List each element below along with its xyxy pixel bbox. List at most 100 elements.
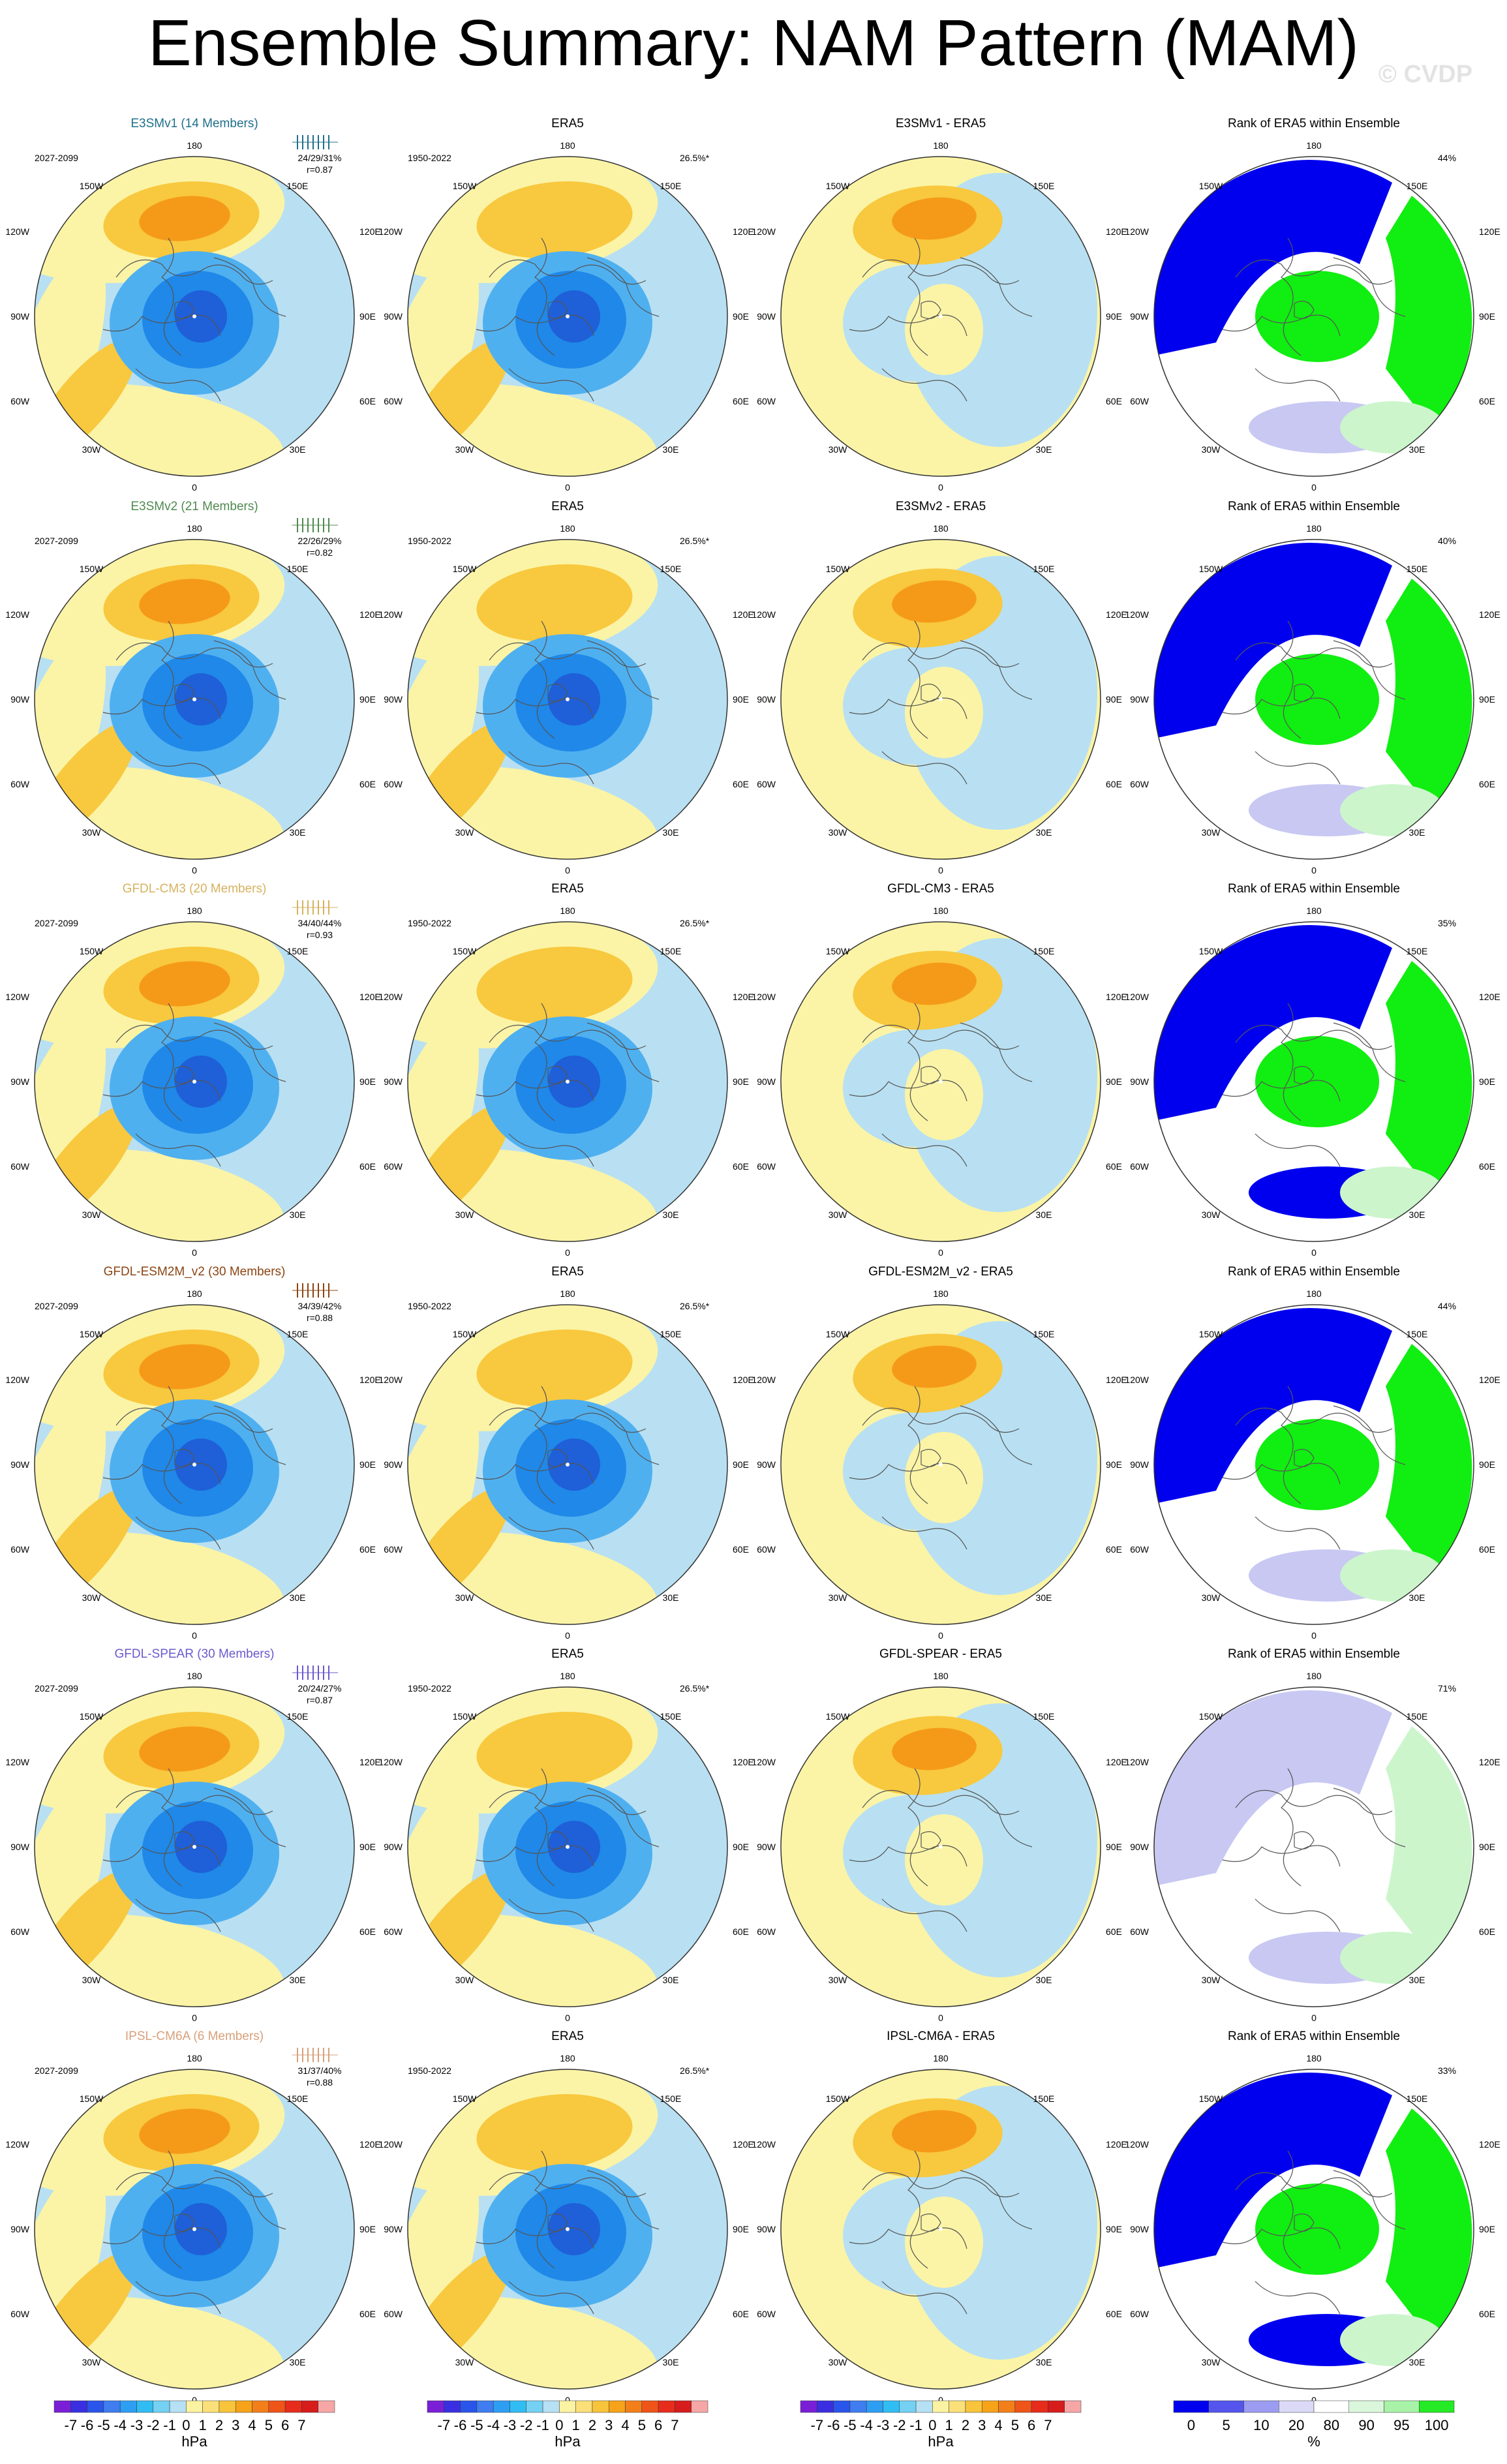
longitude-label: 0 [565, 482, 570, 493]
longitude-label: 30E [290, 1975, 306, 1985]
coastline [586, 640, 660, 700]
coastline [1333, 640, 1406, 700]
coastline [115, 2172, 273, 2198]
rank-field [1154, 2069, 1474, 2389]
map-border [1153, 1686, 1474, 2007]
longitude-label: 30W [455, 1209, 475, 1220]
colorbar-swatch [1384, 2400, 1420, 2413]
coastline [881, 1133, 967, 1167]
colorbar-swatch [1279, 2400, 1315, 2413]
colorbar-swatch [817, 2400, 834, 2413]
colorbar-swatch [542, 2400, 560, 2413]
longitude-label: 180 [187, 2053, 202, 2063]
longitude-label: 120E [1479, 226, 1500, 237]
longitude-label: 30E [1036, 1592, 1052, 1603]
colorbar-swatch [833, 2400, 851, 2413]
diff-colorbar: -7 -6 -5 -4 -3 -2 -1 0 1 2 3 4 5 6 7 hPa [800, 2400, 1082, 2450]
rank-panel: Rank of ERA5 within Ensemble 33% 180 150W 15… [1125, 2030, 1500, 2405]
coastline [161, 1386, 182, 1504]
positive-anomaly [512, 2108, 603, 2154]
colorbar-swatch [526, 2400, 543, 2413]
longitude-label: 90E [359, 1459, 376, 1470]
longitude-label: 180 [187, 1288, 202, 1299]
longitude-label: 150E [287, 564, 309, 574]
longitude-label: 30W [455, 827, 475, 838]
colorbar-swatch [883, 2400, 900, 2413]
rank-field [1154, 1305, 1474, 1624]
obs-title: ERA5 [551, 1647, 584, 1661]
coastline [1333, 1405, 1406, 1465]
longitude-label: 30E [1409, 1975, 1425, 1985]
difference-panel: GFDL-SPEAR - ERA5 180 150W 150E 120W 120E 90W 9… [752, 1647, 1127, 2023]
coastline [1255, 2281, 1341, 2315]
longitude-label: 120W [5, 992, 29, 1002]
colorbar-tick-label: -7 [65, 2417, 78, 2433]
map-border [780, 539, 1101, 860]
longitude-label: 90E [733, 1842, 749, 1852]
coastline [102, 314, 221, 337]
negative-anomaly [548, 1438, 600, 1491]
positive-anomaly [35, 2163, 106, 2389]
positive-anomaly [905, 667, 983, 758]
coastline [135, 1516, 221, 1550]
positive-anomaly [512, 961, 603, 1007]
longitude-label: 30E [663, 1209, 679, 1220]
longitude-label: 30E [1409, 2357, 1425, 2367]
colorbar-tick-label: 5 [265, 2417, 273, 2433]
colorbar-tick-label: 0 [555, 2417, 563, 2433]
coastline [960, 1787, 1033, 1848]
longitude-label: 30E [663, 1975, 679, 1985]
longitude-label: 150E [1033, 181, 1055, 191]
longitude-label: 30E [1409, 1592, 1425, 1603]
longitude-label: 150E [1407, 1329, 1428, 1339]
longitude-label: 120W [1125, 2139, 1149, 2150]
longitude-label: 120E [733, 609, 754, 620]
longitude-label: 120E [1106, 609, 1127, 620]
rank-panel: Rank of ERA5 within Ensemble 44% 180 150W 15… [1125, 117, 1500, 493]
coastline [1222, 1080, 1341, 1102]
positive-anomaly [408, 633, 480, 859]
longitude-label: 30E [663, 2357, 679, 2367]
obs-pct: 26.5%* [680, 536, 710, 546]
longitude-label: 30W [1202, 1975, 1221, 1985]
pole-marker [192, 1845, 196, 1849]
colorbar-swatch [70, 2400, 87, 2413]
negative-anomaly [548, 1821, 600, 1873]
longitude-label: 150E [287, 2093, 309, 2104]
longitude-label: 150W [453, 946, 477, 956]
longitude-label: 120E [1106, 1375, 1127, 1385]
longitude-label: 150E [660, 181, 682, 191]
longitude-label: 150E [287, 1329, 309, 1339]
longitude-label: 30W [1202, 1209, 1221, 1220]
longitude-label: 30W [455, 444, 475, 455]
longitude-label: 0 [565, 2395, 570, 2405]
difference-panel: IPSL-CM6A - ERA5 180 150W 150E 120W 120E 90W 90… [752, 2030, 1127, 2405]
longitude-label: 30E [1409, 444, 1425, 455]
coastline [1235, 1789, 1393, 1816]
pole-marker [566, 314, 570, 318]
longitude-label: 30E [290, 444, 306, 455]
rank-low-region [1154, 159, 1392, 356]
obs-period: 1950-2022 [408, 2065, 451, 2076]
longitude-label: 180 [560, 140, 575, 151]
coastline [1255, 1898, 1341, 1932]
coastline [547, 1449, 568, 1467]
longitude-label: 120W [378, 226, 403, 237]
colorbar-swatch [800, 2400, 817, 2413]
longitude-label: 150W [1199, 1711, 1223, 1722]
colorbar-tick-label: -2 [893, 2417, 906, 2433]
longitude-label: 180 [1306, 1671, 1322, 1681]
pattern-pct-stats: 22/26/29% [298, 536, 342, 546]
obs-panel: ERA5 1950-2022 26.5%* 180 150W 150E 120W 120E 90… [378, 1265, 754, 1641]
longitude-label: 60E [1106, 396, 1122, 406]
coastline [862, 259, 1020, 285]
colorbar-swatch [866, 2400, 883, 2413]
difference-panel: E3SMv1 - ERA5 180 150W 150E 120W 120E 90W 90E 60… [752, 117, 1127, 493]
map-border [780, 2069, 1101, 2390]
coastline [960, 1022, 1033, 1082]
longitude-label: 0 [565, 2013, 570, 2023]
longitude-label: 60E [359, 779, 376, 789]
positive-anomaly [905, 284, 983, 375]
coastline [174, 1831, 195, 1849]
longitude-label: 150W [1199, 564, 1223, 574]
